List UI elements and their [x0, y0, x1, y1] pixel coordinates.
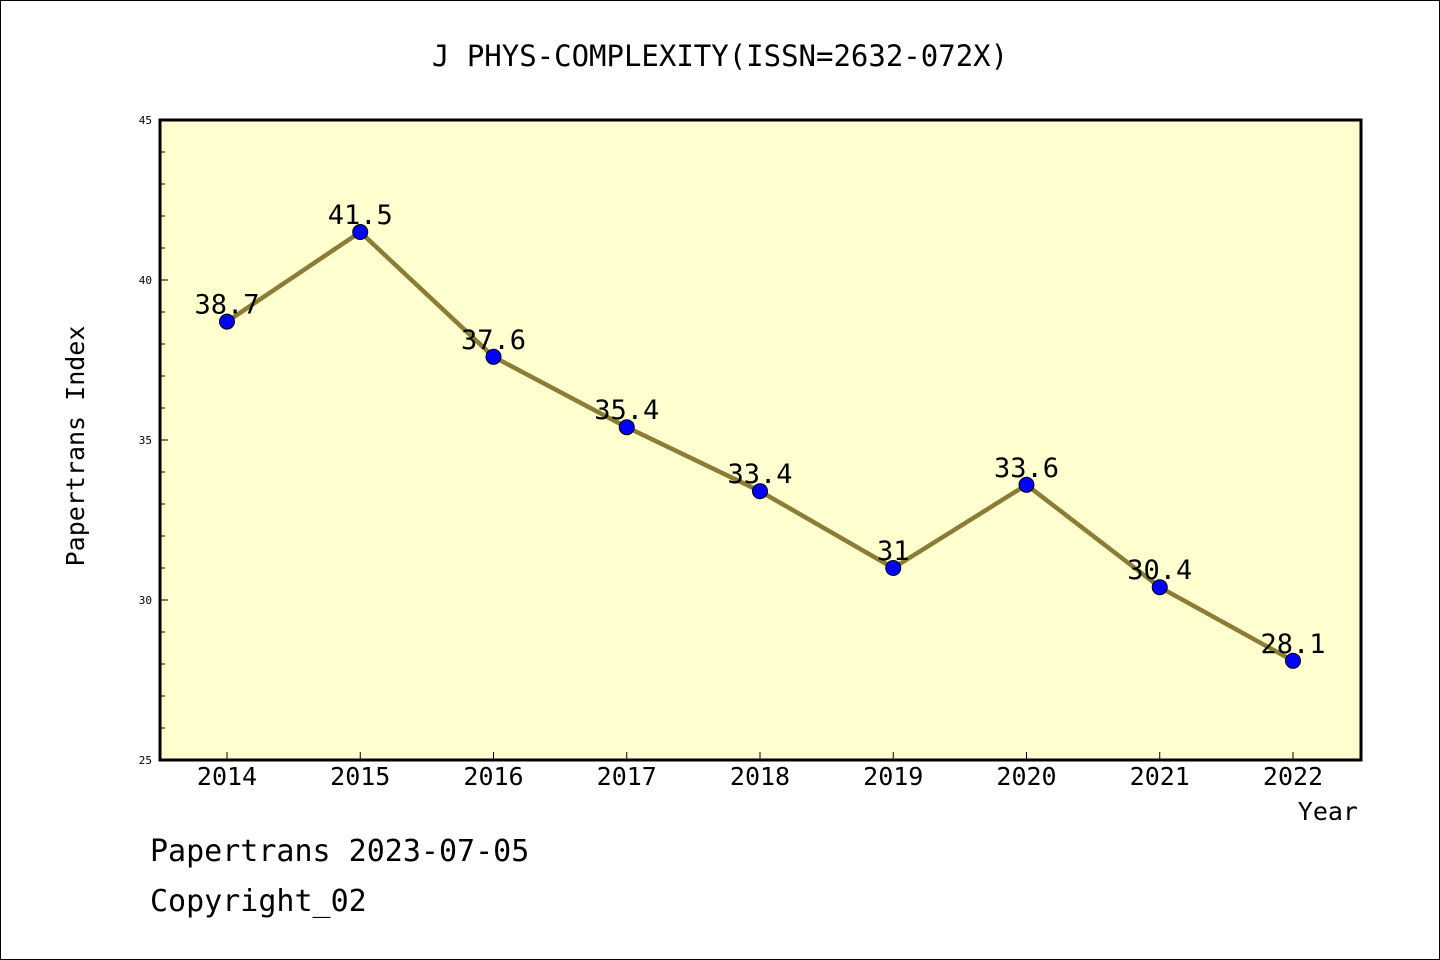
y-tick-label: 25	[139, 754, 152, 767]
data-point	[219, 313, 235, 330]
data-label: 41.5	[328, 200, 393, 231]
data-label: 28.1	[1260, 629, 1325, 660]
x-tick-label: 2020	[996, 762, 1056, 791]
y-tick-label: 35	[139, 434, 152, 447]
footer-date-text: Papertrans 2023-07-05	[150, 834, 530, 869]
x-tick-label: 2022	[1263, 762, 1323, 791]
y-tick-label: 30	[139, 594, 152, 607]
data-point	[618, 419, 635, 436]
data-point	[885, 560, 902, 576]
data-point	[1151, 579, 1168, 596]
data-label: 30.4	[1127, 555, 1192, 586]
data-point	[352, 224, 369, 240]
y-tick-label: 45	[139, 114, 152, 127]
x-tick-label: 2019	[863, 762, 923, 791]
data-markers	[219, 224, 1301, 669]
y-axis: 25 30 35 40 45	[139, 114, 168, 767]
x-tick-label: 2017	[597, 762, 657, 791]
x-tick-label: 2021	[1130, 762, 1190, 791]
x-tick-label: 2016	[463, 762, 523, 791]
data-labels: 38.7 41.5 37.6 35.4 33.4 31 33.6 30.4 28.1	[194, 200, 1325, 660]
data-label: 33.6	[994, 453, 1059, 484]
data-label: 37.6	[461, 325, 526, 356]
x-axis: 2014 2015 2016 2017 2018 2019 2020 2021 2022	[197, 752, 1323, 791]
chart-title: J PHYS-COMPLEXITY(ISSN=2632-072X)	[432, 39, 1008, 73]
data-label: 31	[877, 536, 910, 567]
x-axis-label: Year	[1298, 797, 1358, 826]
x-tick-label: 2018	[730, 762, 790, 791]
data-point	[752, 483, 768, 500]
data-label: 35.4	[594, 395, 659, 426]
footer-copyright-text: Copyright_02	[150, 884, 367, 919]
y-axis-label: Papertrans Index	[61, 326, 90, 567]
data-point	[1285, 652, 1301, 669]
x-tick-label: 2015	[330, 762, 390, 791]
data-point	[485, 348, 502, 365]
y-tick-label: 40	[139, 274, 152, 287]
data-point	[1018, 476, 1035, 493]
data-label: 33.4	[727, 459, 792, 490]
data-label: 38.7	[194, 290, 259, 321]
x-tick-label: 2014	[197, 762, 257, 791]
